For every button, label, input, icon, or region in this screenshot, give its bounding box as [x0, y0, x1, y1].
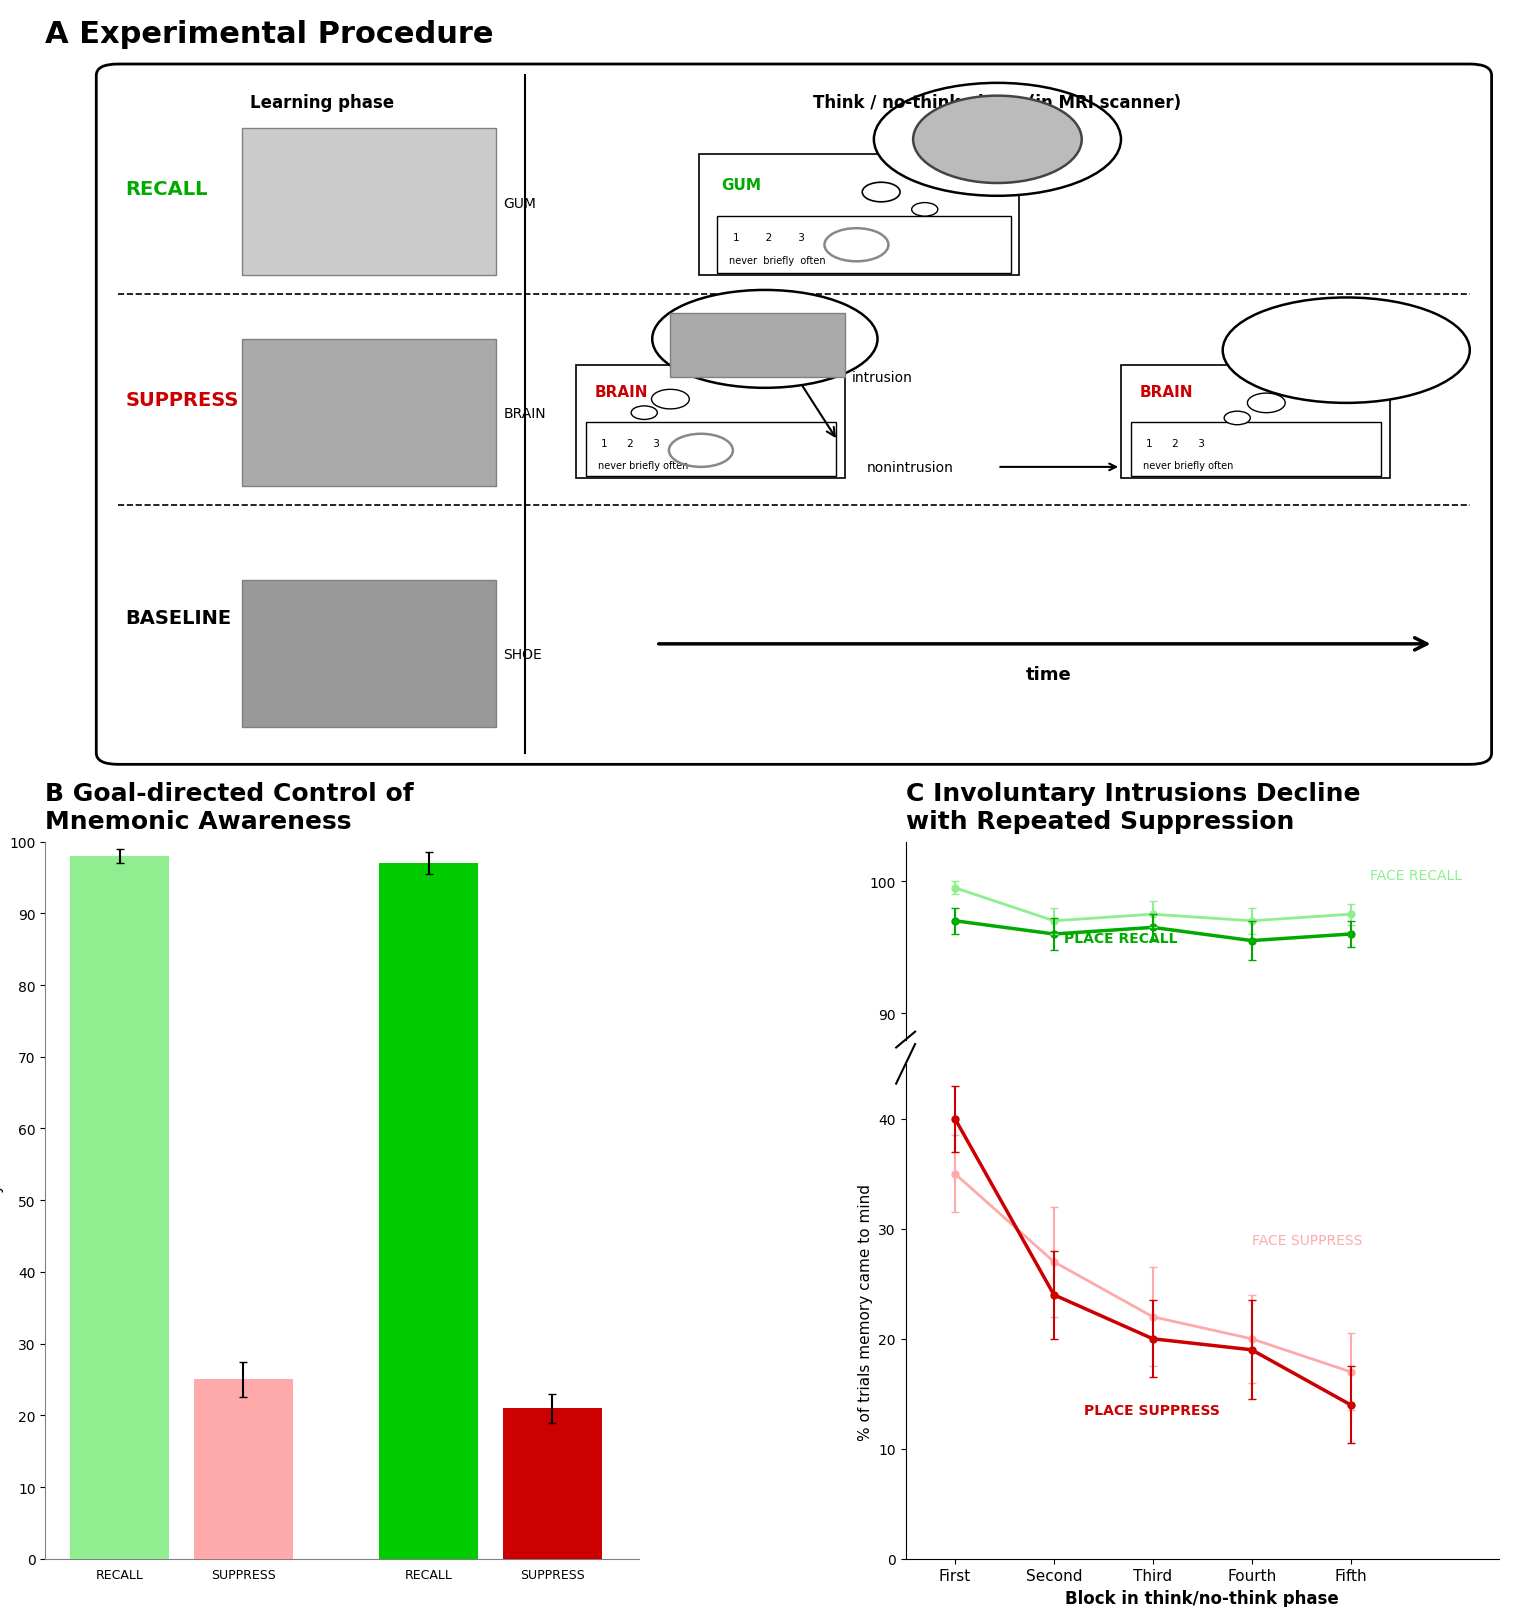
Ellipse shape — [1223, 299, 1470, 403]
Ellipse shape — [653, 291, 878, 389]
FancyBboxPatch shape — [97, 64, 1491, 765]
Circle shape — [913, 96, 1081, 183]
Text: PLACE SUPPRESS: PLACE SUPPRESS — [1084, 1403, 1219, 1417]
Circle shape — [1248, 394, 1285, 413]
Text: BASELINE: BASELINE — [126, 609, 232, 628]
Text: 1      2      3: 1 2 3 — [1146, 439, 1205, 448]
Text: SHOE: SHOE — [503, 648, 542, 660]
Circle shape — [651, 391, 689, 410]
Text: never  briefly  often: never briefly often — [728, 256, 825, 265]
Text: C Involuntary Intrusions Decline
with Repeated Suppression: C Involuntary Intrusions Decline with Re… — [905, 781, 1360, 832]
FancyBboxPatch shape — [1120, 366, 1390, 479]
Text: SUPPRESS: SUPPRESS — [126, 391, 239, 410]
Text: FACE SUPPRESS: FACE SUPPRESS — [1252, 1233, 1363, 1247]
Text: B Goal-directed Control of
Mnemonic Awareness: B Goal-directed Control of Mnemonic Awar… — [45, 781, 413, 832]
Text: Learning phase: Learning phase — [250, 93, 394, 111]
Circle shape — [911, 204, 937, 217]
Text: GUM: GUM — [721, 178, 762, 193]
Text: FACE RECALL: FACE RECALL — [1370, 868, 1463, 882]
Ellipse shape — [874, 84, 1120, 196]
Circle shape — [631, 407, 657, 419]
Bar — [70, 857, 170, 1559]
Circle shape — [863, 183, 899, 202]
Bar — [194, 1380, 292, 1559]
Text: RECALL: RECALL — [126, 180, 207, 199]
FancyBboxPatch shape — [242, 129, 497, 276]
X-axis label: Block in think/no-think phase: Block in think/no-think phase — [1066, 1589, 1338, 1607]
Text: never briefly often: never briefly often — [1143, 461, 1232, 471]
FancyBboxPatch shape — [242, 339, 497, 487]
FancyBboxPatch shape — [671, 313, 845, 378]
Text: never briefly often: never briefly often — [598, 461, 687, 471]
Text: PLACE RECALL: PLACE RECALL — [1064, 932, 1178, 945]
FancyBboxPatch shape — [1131, 423, 1381, 477]
FancyBboxPatch shape — [575, 366, 845, 479]
FancyBboxPatch shape — [718, 217, 1010, 273]
Text: 1      2      3: 1 2 3 — [601, 439, 660, 448]
FancyBboxPatch shape — [242, 580, 497, 728]
FancyBboxPatch shape — [699, 156, 1019, 276]
Circle shape — [1225, 411, 1251, 426]
Y-axis label: % of trials memory came to mind: % of trials memory came to mind — [0, 1072, 3, 1329]
Text: nonintrusion: nonintrusion — [866, 461, 954, 474]
Text: 1        2        3: 1 2 3 — [733, 233, 805, 243]
Text: BRAIN: BRAIN — [1140, 384, 1193, 400]
FancyBboxPatch shape — [586, 423, 836, 477]
Text: A Experimental Procedure: A Experimental Procedure — [45, 19, 494, 48]
Text: Think / no-think phase (in MRI scanner): Think / no-think phase (in MRI scanner) — [813, 93, 1181, 111]
Text: GUM: GUM — [503, 198, 536, 211]
Text: BRAIN: BRAIN — [595, 384, 648, 400]
Y-axis label: % of trials memory came to mind: % of trials memory came to mind — [858, 1183, 872, 1440]
Bar — [503, 1408, 601, 1559]
Text: intrusion: intrusion — [852, 370, 913, 384]
Bar — [378, 863, 478, 1559]
Text: time: time — [1025, 665, 1072, 683]
Text: BRAIN: BRAIN — [503, 407, 547, 421]
